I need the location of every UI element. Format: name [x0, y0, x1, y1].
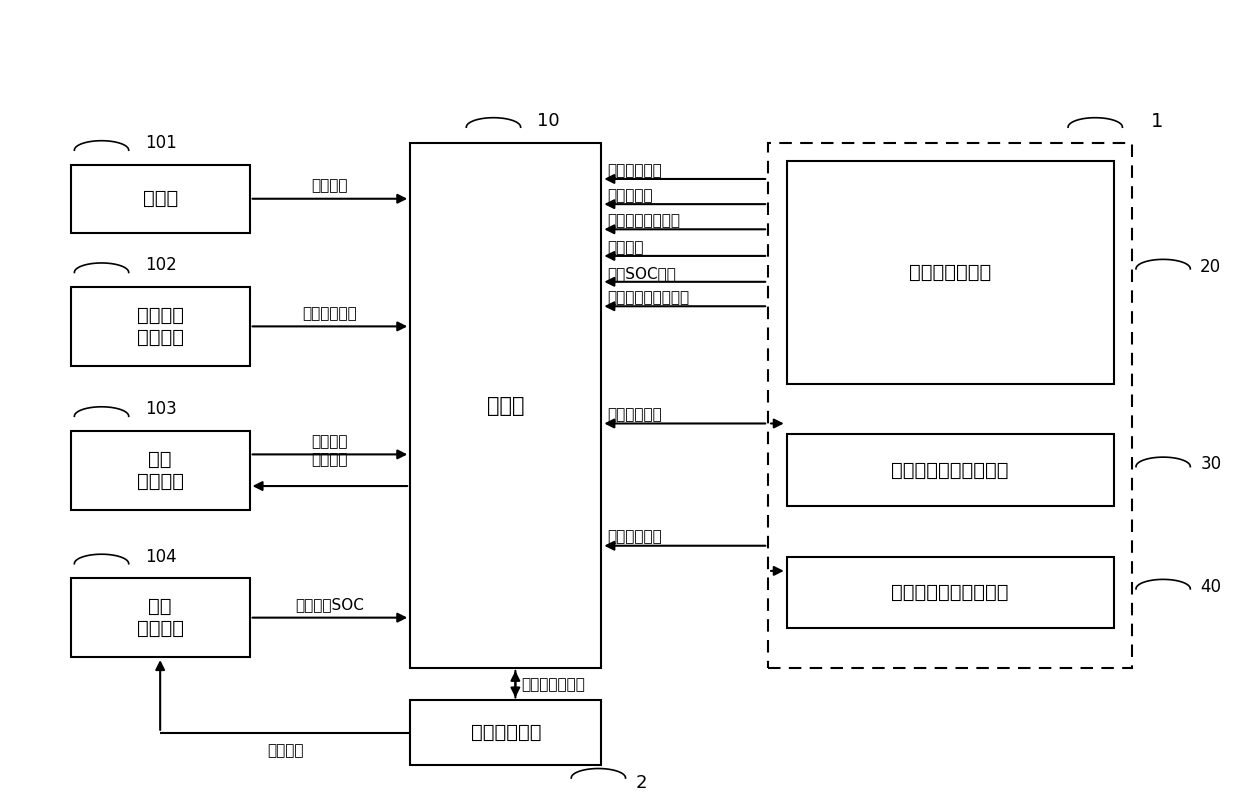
Text: 风电预测功率: 风电预测功率 [303, 306, 357, 321]
Text: 104: 104 [145, 547, 176, 565]
FancyBboxPatch shape [71, 287, 249, 366]
Text: 限电指令
功率上限: 限电指令 功率上限 [311, 435, 348, 467]
Text: 电力
调度中心: 电力 调度中心 [136, 450, 184, 491]
Text: 电池
储能系统: 电池 储能系统 [136, 597, 184, 638]
Text: 40: 40 [1200, 577, 1221, 596]
FancyBboxPatch shape [71, 165, 249, 233]
FancyBboxPatch shape [786, 556, 1114, 629]
Text: 电池容量: 电池容量 [608, 240, 644, 255]
Text: 时间分辨率: 时间分辨率 [608, 188, 653, 203]
Text: 功率预报允许误差: 功率预报允许误差 [608, 213, 681, 228]
Text: 103: 103 [145, 400, 176, 418]
FancyBboxPatch shape [71, 431, 249, 510]
Text: 发电计划周期: 发电计划周期 [608, 163, 662, 178]
Text: 20: 20 [1200, 258, 1221, 276]
Text: 初始值设定模块: 初始值设定模块 [909, 263, 991, 282]
FancyBboxPatch shape [786, 434, 1114, 506]
Text: 风电功率
预测系统: 风电功率 预测系统 [136, 306, 184, 347]
FancyBboxPatch shape [768, 143, 1132, 668]
Text: 计划发电功率: 计划发电功率 [608, 530, 662, 545]
FancyBboxPatch shape [410, 701, 601, 765]
Text: 电池SOC限制: 电池SOC限制 [608, 266, 677, 281]
Text: 发电计划曲线设定模块: 发电计划曲线设定模块 [892, 583, 1009, 602]
Text: 风电场: 风电场 [143, 189, 177, 208]
Text: 2: 2 [635, 774, 647, 792]
Text: 储能控制装置: 储能控制装置 [470, 723, 541, 742]
Text: 102: 102 [145, 256, 176, 274]
Text: 风电功率: 风电功率 [311, 178, 348, 193]
Text: 30: 30 [1200, 456, 1221, 474]
FancyBboxPatch shape [71, 578, 249, 657]
Text: 电池安全裕量计算模块: 电池安全裕量计算模块 [892, 461, 1009, 480]
Text: 101: 101 [145, 134, 176, 152]
Text: 电池充放电功率: 电池充放电功率 [522, 676, 585, 692]
FancyBboxPatch shape [410, 143, 601, 668]
Text: 电池控制: 电池控制 [267, 743, 304, 758]
Text: 电池状态SOC: 电池状态SOC [295, 597, 365, 612]
Text: 电池安全裕量: 电池安全裕量 [608, 407, 662, 423]
FancyBboxPatch shape [786, 161, 1114, 384]
Text: 10: 10 [537, 113, 559, 131]
Text: 数据库: 数据库 [487, 396, 525, 415]
Text: 电池充放电功率限制: 电池充放电功率限制 [608, 290, 689, 305]
Text: 1: 1 [1151, 112, 1163, 131]
